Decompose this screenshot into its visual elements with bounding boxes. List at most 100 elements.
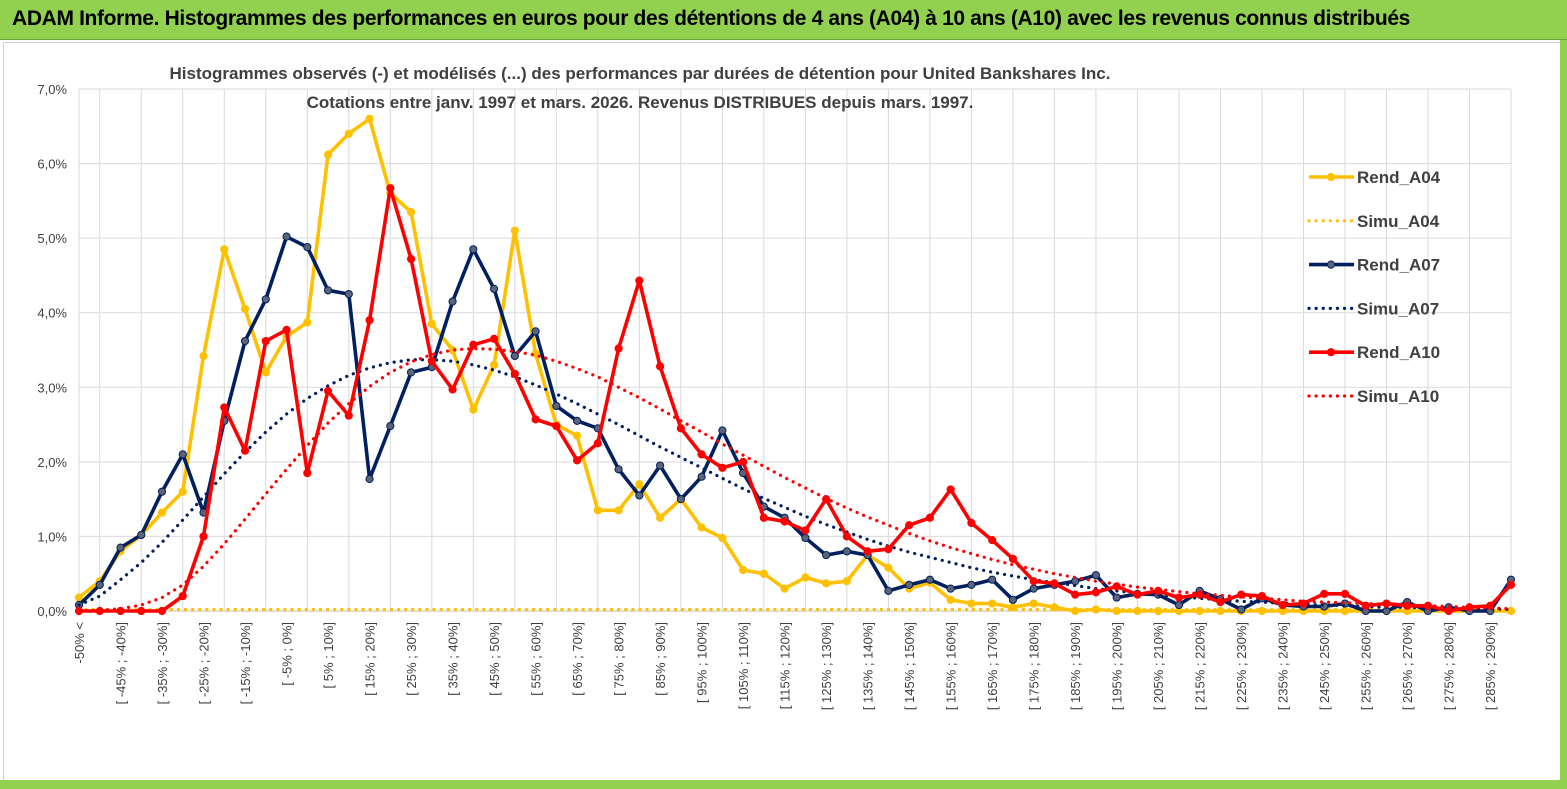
- data-point-rend-a04: [489, 360, 499, 370]
- data-point-rend-a07: [905, 580, 914, 590]
- chart-subtitle: Cotations entre janv. 1997 et mars. 2026…: [307, 93, 974, 112]
- data-point-rend-a10: [427, 357, 436, 366]
- data-point-rend-a10: [282, 325, 291, 334]
- y-tick-label: 4,0%: [37, 306, 67, 321]
- data-point-rend-a10: [1029, 577, 1038, 586]
- data-point-rend-a04: [469, 405, 478, 414]
- data-point-rend-a04: [1506, 606, 1516, 616]
- data-point-rend-a07: [344, 289, 353, 299]
- data-point-rend-a04: [801, 573, 810, 582]
- data-point-rend-a07: [95, 580, 104, 590]
- x-tick-label: [ 115% ; 120%]: [778, 622, 793, 709]
- data-point-rend-a04: [240, 304, 250, 314]
- data-point-rend-a04: [842, 577, 851, 586]
- data-point-rend-a07: [261, 295, 270, 304]
- y-tick-label: 3,0%: [37, 380, 67, 395]
- data-point-rend-a10: [1299, 599, 1308, 608]
- x-tick-label: [ 145% ; 150%]: [902, 622, 917, 710]
- x-tick-label: [ 15% ; 20%]: [363, 622, 378, 696]
- y-axis: 0,0% 1,0% 2,0% 3,0% 4,0% 5,0% 6,0% 7,0%: [37, 82, 67, 619]
- data-point-rend-a04: [365, 114, 374, 123]
- data-point-rend-a10: [261, 336, 270, 346]
- x-tick-label: [ 255% ; 260%]: [1359, 622, 1374, 710]
- x-tick-label: [ 135% ; 140%]: [861, 622, 876, 710]
- x-tick-label: [ 85% ; 90%]: [653, 622, 668, 696]
- data-point-rend-a04: [157, 508, 167, 517]
- x-tick-label: [ 175% ; 180%]: [1027, 622, 1042, 710]
- data-point-rend-a10: [1506, 580, 1516, 590]
- data-point-rend-a10: [988, 536, 997, 545]
- legend-label-rend-a07: Rend_A07: [1357, 256, 1440, 275]
- data-point-rend-a07: [365, 474, 374, 484]
- data-point-rend-a10: [1133, 590, 1142, 599]
- x-tick-label: [ 225% ; 230%]: [1234, 622, 1249, 710]
- data-point-rend-a07: [635, 491, 644, 500]
- data-point-rend-a07: [1112, 593, 1121, 602]
- x-tick-label: [ 75% ; 80%]: [612, 622, 627, 696]
- data-point-rend-a04: [261, 368, 270, 377]
- legend-label-rend-a04: Rend_A04: [1357, 168, 1441, 187]
- data-point-rend-a04: [780, 584, 789, 593]
- data-point-rend-a07: [531, 327, 540, 336]
- data-point-rend-a10: [552, 421, 561, 431]
- data-point-rend-a10: [593, 439, 602, 448]
- data-point-rend-a10: [863, 547, 872, 556]
- data-point-rend-a07: [303, 242, 312, 252]
- legend-marker-rend-a04: [1326, 172, 1336, 182]
- data-point-rend-a04: [406, 207, 416, 217]
- report-banner: ADAM Informe. Histogrammes des performan…: [0, 0, 1567, 40]
- x-tick-label: [ 215% ; 220%]: [1193, 622, 1208, 710]
- data-point-rend-a10: [1071, 590, 1080, 599]
- x-tick-label: [ 265% ; 270%]: [1400, 622, 1415, 710]
- legend-label-rend-a10: Rend_A10: [1357, 343, 1440, 362]
- x-tick-label: [ -15% ; -10%]: [238, 622, 253, 704]
- data-point-rend-a07: [718, 426, 727, 435]
- data-point-rend-a04: [303, 318, 312, 327]
- data-point-rend-a04: [323, 150, 333, 159]
- data-point-rend-a04: [759, 569, 768, 578]
- data-point-rend-a07: [1071, 577, 1080, 586]
- data-point-rend-a04: [822, 579, 831, 588]
- data-point-rend-a10: [178, 591, 187, 601]
- data-point-rend-a07: [1008, 595, 1018, 604]
- y-tick-label: 5,0%: [37, 231, 67, 246]
- x-tick-label: [ -35% ; -30%]: [155, 622, 170, 704]
- data-point-rend-a10: [386, 184, 395, 193]
- data-point-rend-a10: [469, 340, 478, 349]
- data-point-rend-a10: [323, 386, 333, 396]
- y-tick-label: 7,0%: [37, 82, 67, 97]
- data-point-rend-a10: [759, 513, 768, 522]
- data-point-rend-a04: [884, 563, 893, 572]
- data-point-rend-a07: [469, 245, 478, 254]
- data-point-rend-a07: [988, 575, 997, 584]
- data-point-rend-a04: [199, 351, 208, 361]
- data-point-rend-a07: [178, 450, 187, 459]
- data-point-rend-a10: [1008, 554, 1018, 563]
- data-point-rend-a10: [718, 463, 727, 472]
- data-point-rend-a07: [572, 416, 582, 425]
- series-line-simu-a07: [77, 358, 1513, 612]
- x-tick-label: [ 155% ; 160%]: [944, 622, 959, 710]
- data-point-rend-a04: [178, 487, 187, 496]
- data-point-rend-a10: [1174, 593, 1184, 602]
- data-point-rend-a10: [967, 518, 976, 528]
- legend-label-simu-a07: Simu_A07: [1357, 299, 1439, 318]
- data-point-rend-a07: [967, 580, 976, 590]
- data-point-rend-a10: [1050, 579, 1059, 588]
- data-point-rend-a07: [925, 575, 934, 584]
- x-tick-label: [ 55% ; 60%]: [529, 622, 544, 696]
- data-point-rend-a10: [489, 334, 499, 343]
- data-point-rend-a10: [448, 385, 457, 394]
- data-point-rend-a10: [1320, 589, 1329, 598]
- bottom-edge-bar: [0, 780, 1567, 789]
- x-tick-label: [ 245% ; 250%]: [1317, 622, 1332, 710]
- x-tick-label: [ 105% ; 110%]: [736, 622, 751, 709]
- data-point-rend-a10: [1340, 589, 1350, 598]
- y-tick-label: 0,0%: [37, 604, 67, 619]
- data-point-rend-a07: [842, 547, 851, 556]
- data-point-rend-a07: [323, 286, 333, 295]
- data-point-rend-a07: [386, 421, 395, 431]
- data-point-rend-a07: [656, 461, 665, 470]
- data-point-rend-a07: [157, 487, 167, 496]
- data-point-rend-a10: [303, 468, 312, 478]
